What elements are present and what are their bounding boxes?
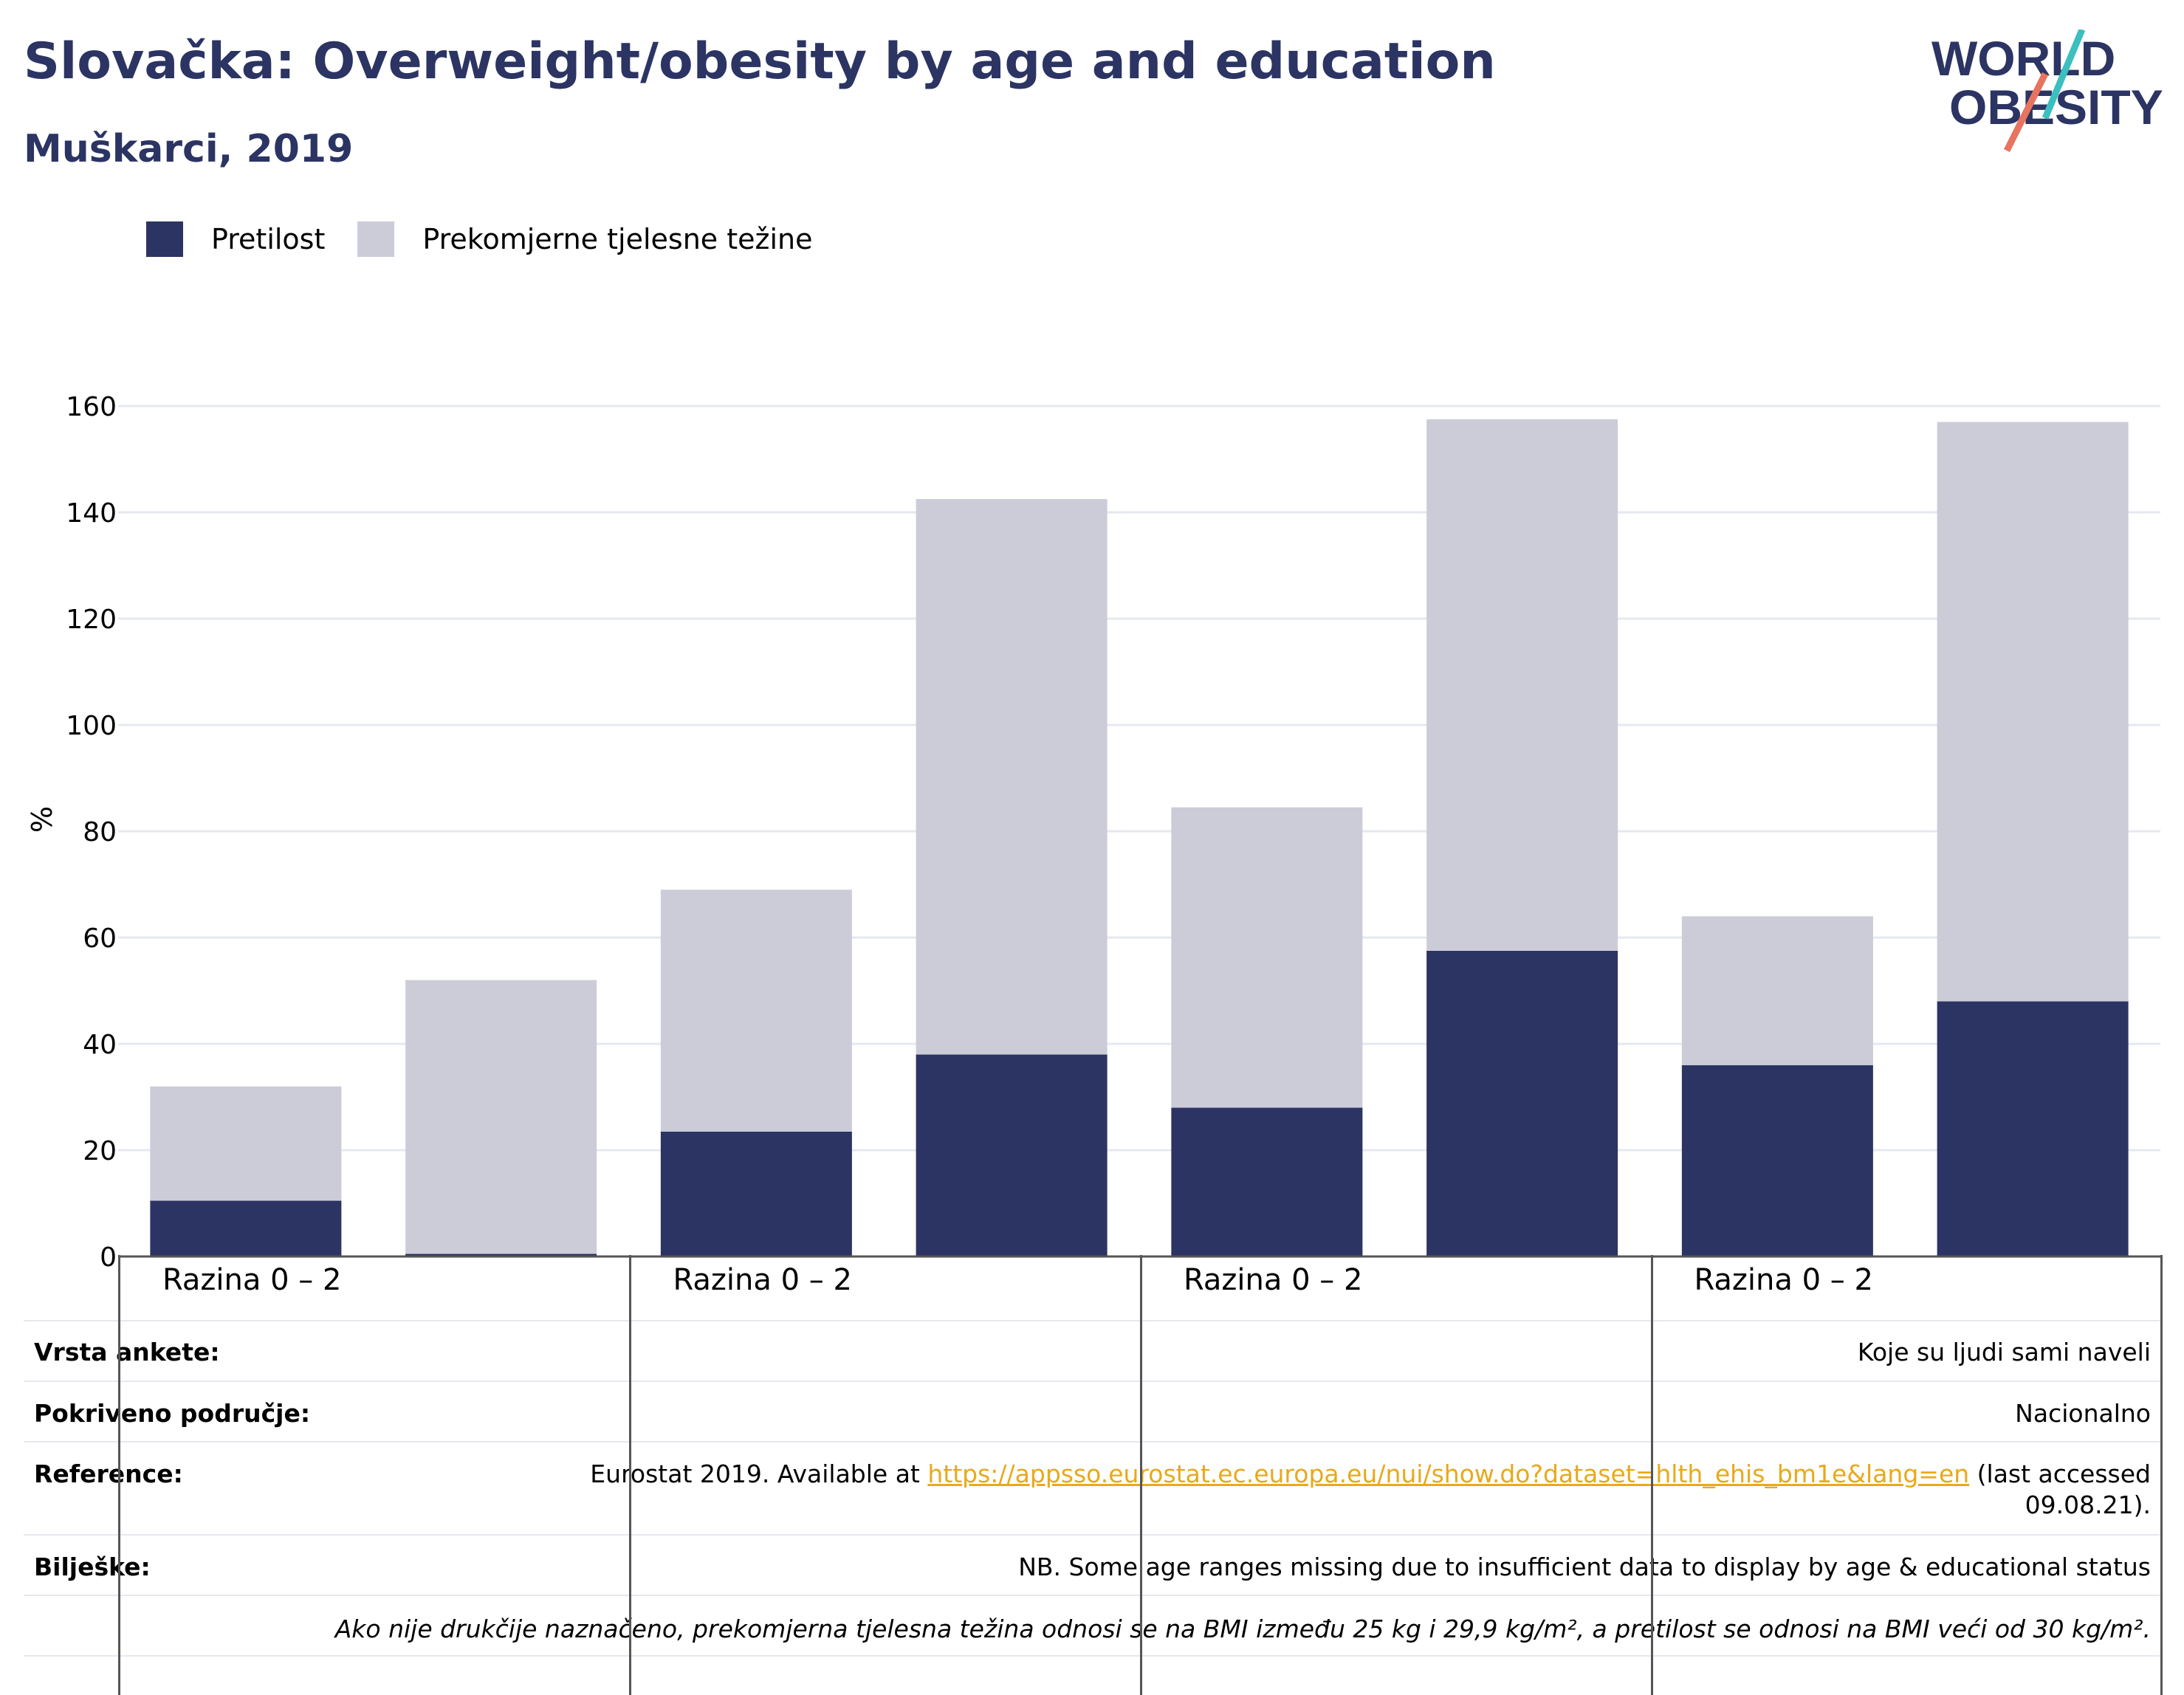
logo-slash-coral	[2003, 72, 2049, 153]
legend-label-overweight: Prekomjerne tjelesne težine	[422, 223, 813, 255]
x-axis-group-labels: Razina 0 – 2 Razina 0 – 2 Razina 0 – 2 Razi…	[162, 1263, 1873, 1297]
table-divider	[24, 1320, 2160, 1321]
column-divider	[1140, 1255, 1142, 1695]
table-divider	[24, 1534, 2160, 1536]
bar-obesity	[1426, 951, 1618, 1256]
column-divider	[2160, 1255, 2163, 1695]
y-tick-label: 0	[100, 1242, 117, 1273]
legend-label-obesity: Pretilost	[211, 223, 326, 255]
world-obesity-logo: WORLD OBESITY	[1931, 30, 2163, 153]
y-tick-label: 20	[83, 1136, 117, 1166]
legend-swatch-obesity	[146, 221, 183, 257]
logo-slash-teal	[2042, 30, 2086, 120]
bar-obesity	[1681, 1065, 1873, 1256]
table-divider	[24, 1655, 2160, 1657]
bar-overweight	[1937, 422, 2129, 1002]
survey-type-label: Vrsta ankete:	[34, 1338, 220, 1366]
table-divider	[24, 1381, 2160, 1382]
bar-overweight	[660, 890, 852, 1132]
bar-overweight	[405, 980, 597, 1254]
reference-suffix-line2: 09.08.21).	[2025, 1491, 2151, 1519]
survey-type-value: Koje su ljudi sami naveli	[1857, 1338, 2151, 1366]
y-tick-label: 60	[83, 924, 117, 954]
notes-value: NB. Some age ranges missing due to insuf…	[1018, 1553, 2151, 1581]
x-group-label: Razina 0 – 2	[1694, 1263, 1873, 1297]
bar-overweight	[1171, 807, 1363, 1108]
logo-line1: WORLD	[1931, 31, 2115, 86]
table-divider	[24, 1441, 2160, 1443]
y-tick-label: 40	[83, 1030, 117, 1060]
bar-obesity	[916, 1054, 1108, 1256]
bar-obesity	[405, 1254, 597, 1256]
reference-label: Reference:	[34, 1460, 183, 1488]
x-group-label: Razina 0 – 2	[673, 1263, 852, 1297]
y-tick-label: 120	[66, 605, 117, 635]
bar-obesity	[1171, 1107, 1363, 1256]
y-tick-label: 160	[66, 392, 117, 422]
bar-obesity	[150, 1200, 342, 1256]
x-group-label: Razina 0 – 2	[162, 1263, 341, 1297]
reference-value: Eurostat 2019. Available at https://apps…	[590, 1460, 2151, 1488]
bar-obesity	[660, 1131, 852, 1256]
reference-suffix: (last accessed	[1969, 1460, 2151, 1488]
bar-overweight	[916, 499, 1108, 1055]
coverage-value: Nacionalno	[2015, 1399, 2151, 1428]
y-tick-label: 140	[66, 498, 117, 529]
notes-label: Bilješke:	[34, 1553, 151, 1581]
column-divider	[629, 1255, 631, 1695]
column-divider	[118, 1255, 120, 1695]
x-group-label: Razina 0 – 2	[1184, 1263, 1362, 1297]
y-axis-title: %	[26, 806, 58, 833]
footnote: Ako nije drukčije naznačeno, prekomjerna…	[334, 1615, 2151, 1643]
legend-swatch-overweight	[357, 221, 395, 257]
y-tick-label: 100	[66, 711, 117, 741]
chart-title: Slovačka: Overweight/obesity by age and …	[24, 32, 1496, 91]
bar-overweight	[1681, 916, 1873, 1065]
bar-obesity	[1937, 1001, 2129, 1256]
bar-overweight	[1426, 419, 1618, 951]
column-divider	[1651, 1255, 1653, 1695]
reference-prefix: Eurostat 2019. Available at	[590, 1460, 928, 1488]
y-tick-label: 80	[83, 817, 117, 848]
coverage-label: Pokriveno područje:	[34, 1399, 311, 1428]
y-axis-ticks: 0 20 40 60 80 100 120 140 160	[66, 392, 117, 1273]
chart-subtitle: Muškarci, 2019	[24, 127, 354, 171]
bars	[118, 419, 2160, 1258]
table-divider	[24, 1595, 2160, 1596]
chart-legend: Pretilost Prekomjerne tjelesne težine	[146, 219, 845, 260]
reference-link[interactable]: https://appsso.eurostat.ec.europa.eu/nui…	[927, 1460, 1970, 1488]
bar-overweight	[150, 1086, 342, 1201]
